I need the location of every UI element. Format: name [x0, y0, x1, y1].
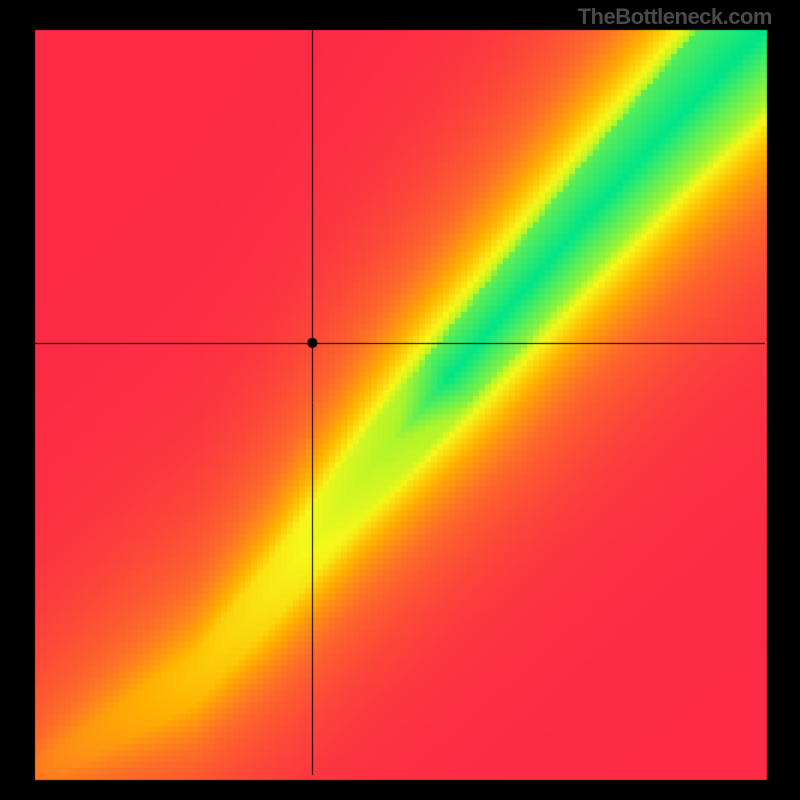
root: { "watermark": { "text": "TheBottleneck.… — [0, 0, 800, 800]
bottleneck-heatmap — [0, 0, 800, 800]
watermark-text: TheBottleneck.com — [578, 4, 772, 30]
